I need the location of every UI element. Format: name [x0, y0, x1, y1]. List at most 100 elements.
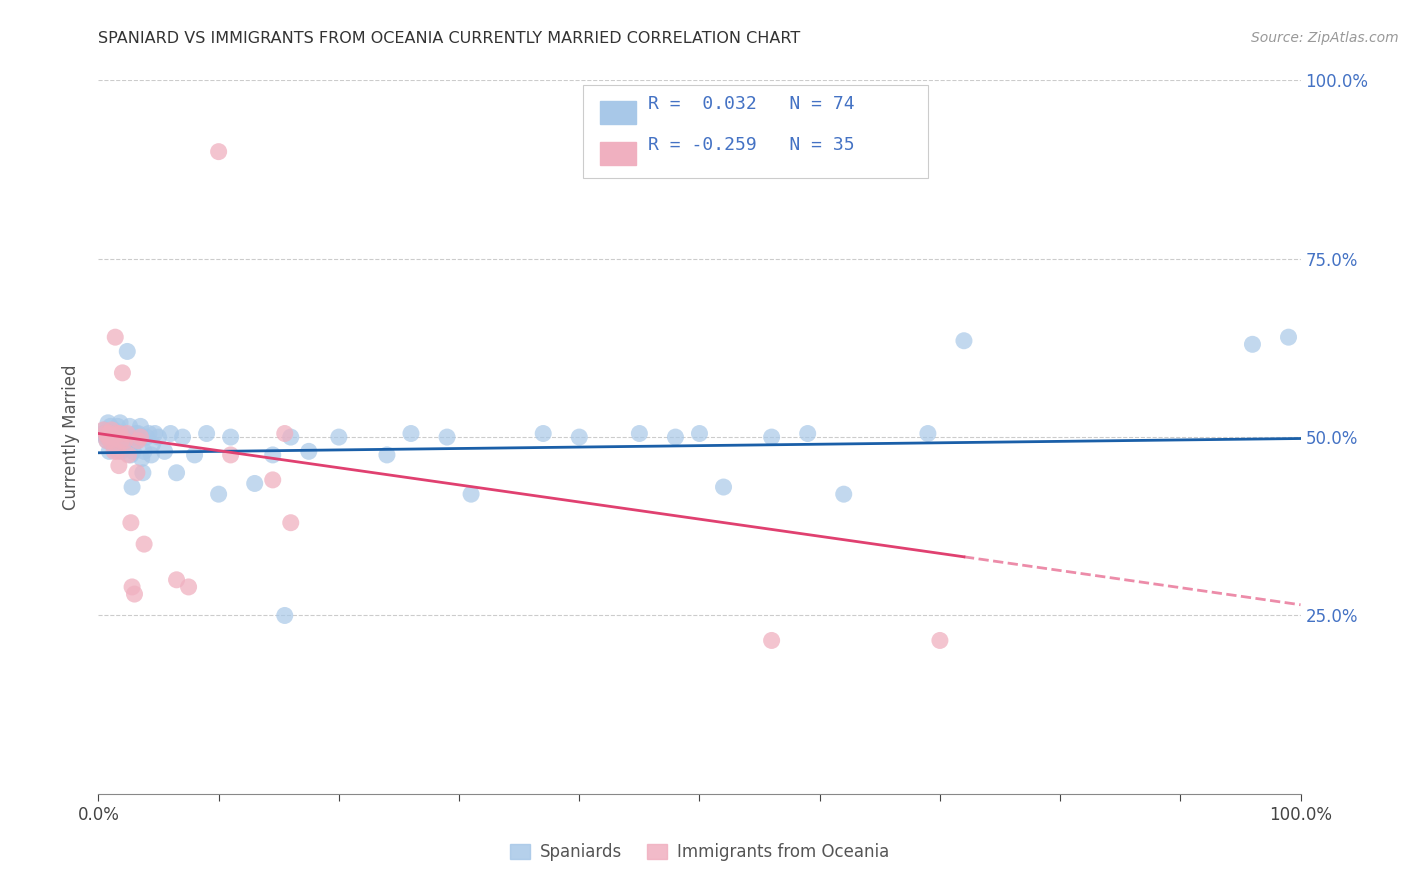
- Point: [117, 430, 139, 444]
- Text: SPANIARD VS IMMIGRANTS FROM OCEANIA CURRENTLY MARRIED CORRELATION CHART: SPANIARD VS IMMIGRANTS FROM OCEANIA CURR…: [98, 31, 800, 46]
- Point: [100, 430, 122, 444]
- Point: [122, 444, 145, 458]
- Text: R = -0.259   N = 35: R = -0.259 N = 35: [648, 136, 855, 153]
- Point: [689, 426, 711, 441]
- Point: [172, 430, 194, 444]
- Point: [375, 448, 398, 462]
- Point: [111, 366, 134, 380]
- Point: [219, 430, 242, 444]
- Point: [104, 330, 127, 344]
- Point: [100, 426, 122, 441]
- Point: [96, 434, 118, 448]
- Point: [118, 419, 141, 434]
- Point: [141, 437, 163, 451]
- Point: [91, 423, 114, 437]
- Point: [124, 430, 146, 444]
- Point: [280, 516, 302, 530]
- Point: [97, 430, 120, 444]
- Point: [120, 516, 142, 530]
- Point: [120, 448, 142, 462]
- Point: [101, 437, 124, 451]
- Point: [166, 466, 188, 480]
- Point: [105, 430, 128, 444]
- Point: [110, 434, 132, 448]
- Point: [274, 426, 297, 441]
- Point: [107, 444, 129, 458]
- Point: [121, 480, 143, 494]
- Point: [183, 448, 205, 462]
- Point: [110, 444, 132, 458]
- Point: [460, 487, 482, 501]
- Point: [628, 426, 651, 441]
- Point: [568, 430, 591, 444]
- Point: [713, 480, 735, 494]
- Text: R =  0.032   N = 74: R = 0.032 N = 74: [648, 95, 855, 113]
- Point: [1241, 337, 1264, 351]
- Point: [100, 423, 122, 437]
- Point: [111, 430, 134, 444]
- Point: [159, 426, 181, 441]
- Point: [108, 426, 131, 441]
- Point: [917, 426, 939, 441]
- Point: [100, 419, 122, 434]
- Point: [93, 423, 115, 437]
- Point: [108, 437, 131, 451]
- Point: [132, 537, 155, 551]
- Point: [117, 344, 139, 359]
- Point: [114, 426, 136, 441]
- Point: [103, 444, 125, 458]
- Point: [436, 430, 458, 444]
- Point: [125, 466, 148, 480]
- Point: [108, 416, 131, 430]
- Point: [928, 633, 950, 648]
- Point: [208, 145, 231, 159]
- Point: [105, 426, 128, 441]
- Point: [121, 580, 143, 594]
- Point: [94, 430, 117, 444]
- Point: [94, 426, 117, 441]
- Point: [125, 434, 148, 448]
- Point: [124, 587, 146, 601]
- Y-axis label: Currently Married: Currently Married: [62, 364, 80, 510]
- Point: [531, 426, 554, 441]
- Point: [208, 487, 231, 501]
- Point: [953, 334, 976, 348]
- Point: [796, 426, 818, 441]
- Point: [138, 426, 160, 441]
- Point: [135, 430, 157, 444]
- Point: [115, 430, 138, 444]
- Point: [97, 416, 120, 430]
- Point: [274, 608, 297, 623]
- Point: [148, 430, 170, 444]
- Point: [262, 473, 284, 487]
- Point: [114, 434, 136, 448]
- Point: [243, 476, 266, 491]
- Point: [195, 426, 218, 441]
- Point: [219, 448, 242, 462]
- Point: [141, 448, 163, 462]
- Point: [127, 434, 149, 448]
- Point: [98, 444, 121, 458]
- Point: [105, 426, 128, 441]
- Point: [177, 580, 200, 594]
- Point: [328, 430, 350, 444]
- Point: [104, 434, 127, 448]
- Point: [132, 444, 155, 458]
- Point: [664, 430, 686, 444]
- Point: [280, 430, 302, 444]
- Point: [143, 426, 166, 441]
- Point: [108, 458, 131, 473]
- Point: [298, 444, 321, 458]
- Point: [100, 434, 122, 448]
- Point: [399, 426, 422, 441]
- Point: [101, 430, 124, 444]
- Point: [98, 426, 121, 441]
- Point: [132, 466, 155, 480]
- Point: [1277, 330, 1299, 344]
- Point: [761, 430, 783, 444]
- Point: [117, 448, 139, 462]
- Point: [153, 444, 176, 458]
- Point: [166, 573, 188, 587]
- Point: [96, 434, 118, 448]
- Point: [108, 426, 131, 441]
